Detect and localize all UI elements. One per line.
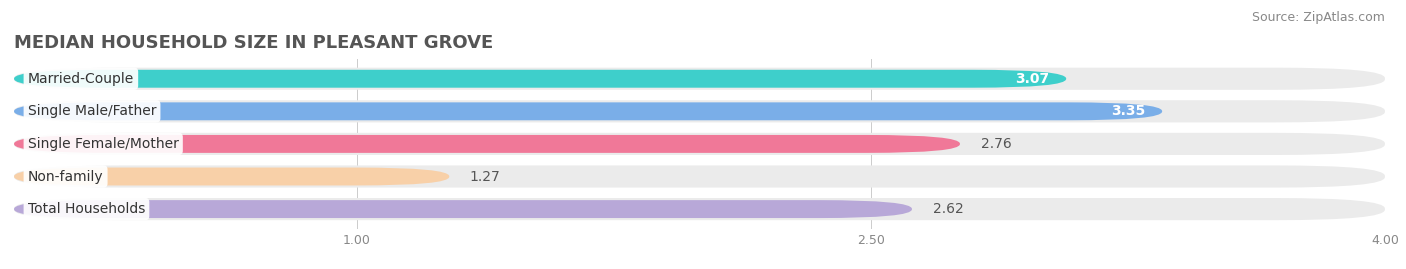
FancyBboxPatch shape (14, 68, 1385, 90)
Text: Non-family: Non-family (28, 169, 104, 183)
FancyBboxPatch shape (14, 100, 1385, 122)
FancyBboxPatch shape (14, 133, 1385, 155)
FancyBboxPatch shape (14, 135, 960, 153)
Text: Single Male/Father: Single Male/Father (28, 104, 156, 118)
Text: 3.07: 3.07 (1015, 72, 1049, 86)
FancyBboxPatch shape (14, 198, 1385, 220)
Text: Married-Couple: Married-Couple (28, 72, 134, 86)
FancyBboxPatch shape (14, 168, 450, 185)
Text: 1.27: 1.27 (470, 169, 501, 183)
Text: Total Households: Total Households (28, 202, 145, 216)
Text: 3.35: 3.35 (1111, 104, 1144, 118)
Text: Source: ZipAtlas.com: Source: ZipAtlas.com (1251, 11, 1385, 24)
Text: 2.62: 2.62 (932, 202, 963, 216)
FancyBboxPatch shape (14, 70, 1066, 88)
Text: MEDIAN HOUSEHOLD SIZE IN PLEASANT GROVE: MEDIAN HOUSEHOLD SIZE IN PLEASANT GROVE (14, 34, 494, 52)
FancyBboxPatch shape (14, 165, 1385, 187)
Text: 2.76: 2.76 (980, 137, 1011, 151)
FancyBboxPatch shape (14, 200, 912, 218)
Text: Single Female/Mother: Single Female/Mother (28, 137, 179, 151)
FancyBboxPatch shape (14, 102, 1163, 120)
